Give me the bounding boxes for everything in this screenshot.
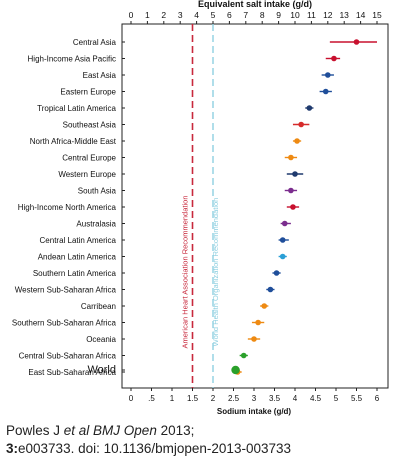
data-point: [281, 220, 288, 227]
top-tick-label: 11: [307, 10, 316, 20]
top-tick-label: 14: [356, 10, 366, 20]
region-label: Australasia: [76, 220, 116, 229]
citation-volume: 3:: [6, 441, 19, 456]
region-label: High-Income North America: [18, 203, 117, 212]
data-point: [353, 39, 360, 45]
bottom-axis-title: Sodium intake (g/d): [217, 407, 292, 416]
bottom-tick-label: 3: [252, 394, 257, 403]
top-tick-label: 6: [227, 10, 232, 20]
region-label: Western Sub-Saharan Africa: [15, 286, 117, 295]
top-tick-label: 4: [194, 10, 199, 20]
data-point: [288, 154, 294, 161]
top-tick-label: 15: [372, 10, 382, 20]
data-point: [240, 352, 247, 359]
data-point: [231, 365, 240, 375]
citation-year: 2013;: [156, 423, 195, 438]
data-point: [322, 88, 329, 95]
reference-lines: American Heart Association Recommendatio…: [181, 24, 220, 388]
citation-line-2: 3:e003733. doi: 10.1136/bmjopen-2013-003…: [6, 440, 291, 458]
citation-journal: et al BMJ Open: [63, 423, 157, 438]
data-point: [251, 336, 257, 342]
data-point: [267, 286, 274, 293]
bottom-tick-label: 3.5: [269, 394, 281, 403]
top-tick-label: 7: [243, 10, 248, 20]
top-tick-label: 8: [260, 10, 265, 20]
top-tick-label: 10: [290, 10, 300, 20]
region-label: High-Income Asia Pacific: [28, 55, 116, 64]
region-label: Western Europe: [58, 170, 116, 179]
bottom-tick-label: 5.5: [351, 394, 363, 403]
top-tick-label: 3: [178, 10, 183, 20]
data-points: [231, 39, 377, 375]
data-point: [288, 187, 294, 194]
region-label: Central Sub-Saharan Africa: [19, 352, 117, 361]
data-point: [273, 270, 280, 276]
data-point: [294, 138, 300, 144]
data-point: [292, 171, 298, 177]
top-tick-label: 1: [145, 10, 150, 20]
region-label: Tropical Latin America: [37, 104, 116, 113]
region-label: World: [87, 364, 116, 376]
top-tick-label: 2: [161, 10, 166, 20]
data-point: [298, 121, 304, 128]
bottom-axis-ticks: 0 .5 1 1.5 2 2.5 3 3.5 4 4.5 5 5.5 6: [129, 388, 380, 403]
region-label: Oceania: [86, 335, 116, 344]
data-point: [261, 303, 268, 309]
bottom-tick-label: 1.5: [187, 394, 199, 403]
top-tick-label: 5: [211, 10, 216, 20]
bottom-tick-label: 5: [334, 394, 339, 403]
reference-line-label: American Heart Association Recommendatio…: [181, 196, 190, 349]
top-tick-label: 13: [339, 10, 349, 20]
top-tick-label: 12: [323, 10, 333, 20]
bottom-tick-label: 2: [211, 394, 216, 403]
region-label: East Asia: [83, 71, 117, 80]
region-label: Southern Latin America: [33, 269, 117, 278]
region-label: Central Latin America: [40, 236, 117, 245]
region-label: Southeast Asia: [63, 121, 117, 130]
region-label: Carribean: [81, 302, 116, 311]
region-labels: Central Asia High-Income Asia Pacific East…: [12, 38, 125, 377]
bottom-tick-label: .5: [148, 394, 155, 403]
bottom-tick-label: 2.5: [228, 394, 240, 403]
data-point: [279, 253, 286, 260]
region-label: North Africa-Middle East: [30, 137, 117, 146]
bottom-tick-label: 6: [375, 394, 380, 403]
plot-frame: [121, 23, 389, 389]
bottom-tick-label: 4: [293, 394, 298, 403]
top-tick-label: 9: [276, 10, 281, 20]
data-point: [279, 237, 286, 243]
data-point: [331, 55, 337, 62]
region-label: East Sub-Saharan Africa: [28, 368, 116, 377]
top-tick-label: 0: [129, 10, 134, 20]
top-axis-title: Equivalent salt intake (g/d): [198, 0, 312, 9]
bottom-tick-label: 1: [170, 394, 175, 403]
reference-line-label: World Health Organization Recommendation: [211, 198, 220, 347]
citation-doi: e003733. doi: 10.1136/bmjopen-2013-00373…: [18, 441, 291, 456]
data-point: [255, 319, 261, 326]
region-label: Eastern Europe: [60, 88, 116, 97]
region-label: South Asia: [78, 187, 117, 196]
citation-line-1: Powles J et al BMJ Open 2013;: [6, 422, 194, 440]
bottom-tick-label: 0: [129, 394, 134, 403]
top-axis-ticks: 0 1 2 3 4 5 6 7 8 9 10 11 12 13 14 15: [129, 10, 382, 24]
region-label: Andean Latin America: [38, 253, 117, 262]
region-label: Southern Sub-Saharan Africa: [12, 319, 117, 328]
region-label: Central Asia: [73, 38, 117, 47]
citation-author: Powles J: [6, 423, 64, 438]
data-point: [290, 204, 296, 210]
data-point: [325, 72, 331, 78]
data-point: [306, 105, 313, 111]
region-label: Central Europe: [62, 154, 116, 163]
bottom-tick-label: 4.5: [310, 394, 322, 403]
